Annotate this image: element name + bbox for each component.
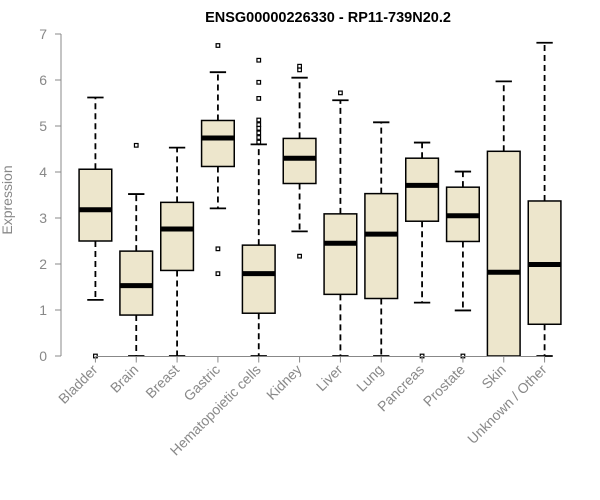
iqr-box [282,137,317,185]
y-tick-label: 3 [39,210,47,226]
y-tick-label: 5 [39,118,47,134]
box-group [241,57,276,357]
iqr-box [364,192,399,300]
chart-title: ENSG00000226330 - RP11-739N20.2 [205,10,451,26]
y-axis: 0 1 2 3 4 5 6 7 [39,26,62,364]
iqr-box [486,150,521,357]
outlier-point [297,63,302,69]
box-group [445,170,481,359]
box-group [78,96,113,359]
y-tick-label: 4 [39,164,47,180]
outlier-point [256,79,262,85]
box-group [119,142,154,357]
outlier-point [215,43,221,48]
iqr-box [241,244,276,314]
outlier-point [256,57,262,63]
iqr-box [78,168,113,242]
outlier-point [256,125,262,131]
box-group [405,141,440,359]
x-tick-label: Breast [142,361,182,401]
outlier-point [338,90,343,96]
iqr-box [119,250,154,316]
outlier-point [297,253,302,259]
y-tick-label: 6 [39,72,47,88]
box-group [282,63,317,259]
y-tick-label: 7 [39,26,47,42]
outlier-point [256,95,262,101]
iqr-box [200,119,235,168]
x-tick-label: Brain [107,361,141,395]
box-group [486,80,521,357]
outlier-point [256,130,262,136]
y-axis-label: Expression [0,165,15,234]
box-group [160,146,195,357]
outlier-point [215,271,221,277]
box-group [364,121,399,357]
x-tick-label: Lung [353,361,386,394]
x-tick-label: Bladder [55,361,101,407]
box-group [323,90,358,357]
iqr-box [323,213,358,296]
x-tick-label: Skin [478,361,509,392]
outlier-point [256,117,262,123]
outlier-point [256,135,262,140]
outlier-point [256,139,262,145]
box-group [527,41,562,357]
boxes [78,41,562,359]
y-tick-label: 0 [39,348,47,364]
y-tick-label: 1 [39,302,47,318]
outlier-point [215,246,221,252]
outlier-point [133,142,139,148]
iqr-box [405,157,440,222]
x-tick-label: Prostate [420,361,468,409]
x-tick-label: Kidney [263,361,305,403]
x-tick-label: Liver [313,361,346,394]
y-tick-label: 2 [39,256,47,272]
outlier-point [256,122,262,128]
box-group [200,43,235,277]
iqr-box [160,201,195,272]
outlier-point [297,67,302,73]
